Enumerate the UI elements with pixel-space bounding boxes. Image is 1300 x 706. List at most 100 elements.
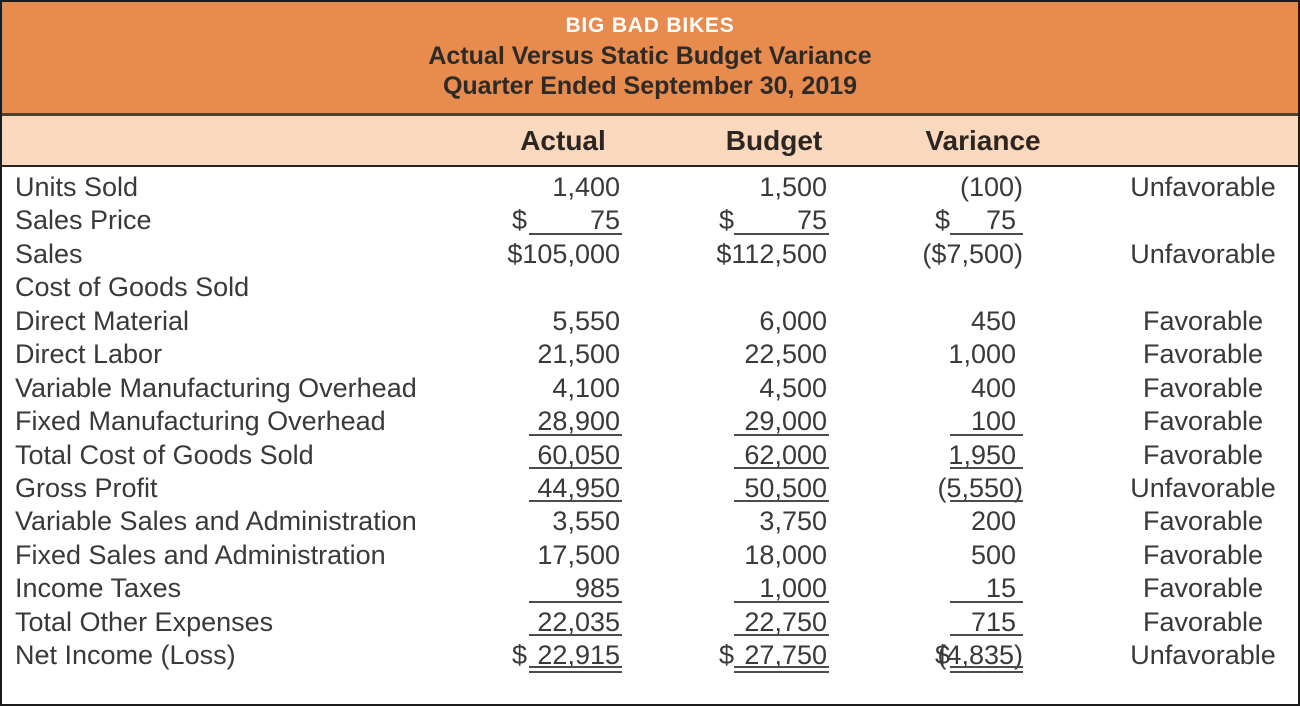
actual-value: 28,900 — [537, 406, 620, 437]
variance-value: (5,550) — [937, 472, 1023, 503]
actual-underline — [529, 600, 622, 603]
cell-variance: 200 — [829, 505, 1023, 538]
variance-value: ($7,500) — [922, 238, 1023, 269]
variance-value: 500 — [970, 539, 1016, 570]
budget-underline — [734, 232, 829, 235]
cell-status: Favorable — [1023, 505, 1298, 538]
cell-budget: 22,500 — [622, 338, 829, 371]
cell-status: Favorable — [1023, 606, 1298, 639]
cell-budget: 1,000 — [622, 572, 829, 605]
budget-value: 6,000 — [759, 305, 827, 336]
budget-value: 1,500 — [759, 172, 827, 202]
status-label: Unfavorable — [1130, 640, 1276, 671]
actual-value: 5,550 — [552, 305, 620, 336]
variance-underline — [950, 466, 1023, 469]
cell-status: Unfavorable — [1023, 171, 1298, 204]
cell-status: Favorable — [1023, 338, 1298, 371]
cell-budget — [622, 271, 829, 304]
variance-value: (4,835) — [937, 640, 1023, 671]
cell-actual: 60,050 — [507, 439, 622, 472]
row-label: Total Other Expenses — [15, 606, 274, 637]
variance-underline — [950, 634, 1023, 637]
budget-value: 3,750 — [759, 506, 827, 537]
actual-underline — [529, 433, 622, 436]
table-row: Total Other Expenses 22,035 22,750 715 F… — [2, 606, 1298, 639]
actual-value: 22,915 — [537, 640, 620, 671]
cell-status: Favorable — [1023, 439, 1298, 472]
table-row: Sales Price $ 75 $ 75 $ 75 — [2, 204, 1298, 237]
actual-underline — [529, 634, 622, 637]
table-row: Variable Sales and Administration 3,550 … — [2, 505, 1298, 538]
cell-budget: 50,500 — [622, 472, 829, 505]
actual-value: 22,035 — [537, 606, 620, 637]
actual-value: $105,000 — [507, 238, 620, 269]
cell-budget: 3,750 — [622, 505, 829, 538]
variance-value: 100 — [970, 406, 1016, 437]
table-row: Fixed Sales and Administration 17,500 18… — [2, 539, 1298, 572]
table-row: Variable Manufacturing Overhead 4,100 4,… — [2, 372, 1298, 405]
actual-value: 44,950 — [537, 472, 620, 503]
cell-budget: 22,750 — [622, 606, 829, 639]
actual-value: 21,500 — [537, 339, 620, 370]
row-label: Net Income (Loss) — [15, 640, 236, 671]
budget-value: 22,500 — [744, 339, 827, 370]
cell-variance: (5,550) — [829, 472, 1023, 505]
cell-variance: 450 — [829, 305, 1023, 338]
cell-variance: (100) — [829, 171, 1023, 204]
table-row: Units Sold 1,400 1,500 (100) Unfavorable — [2, 171, 1298, 204]
status-label: Favorable — [1142, 439, 1264, 470]
table-row: Gross Profit 44,950 50,500 (5,550) Unfav… — [2, 472, 1298, 505]
cell-status — [1023, 204, 1298, 237]
cell-budget: $ 75 — [622, 204, 829, 237]
cell-status: Favorable — [1023, 539, 1298, 572]
cell-actual: 5,550 — [507, 305, 622, 338]
variance-underline — [950, 600, 1023, 603]
cell-actual: 21,500 — [507, 338, 622, 371]
cell-actual: 22,035 — [507, 606, 622, 639]
variance-value: 450 — [970, 305, 1016, 336]
row-label: Sales Price — [15, 205, 152, 236]
actual-underline — [529, 232, 622, 235]
cell-status: Favorable — [1023, 405, 1298, 438]
row-label: Fixed Manufacturing Overhead — [15, 406, 386, 437]
dollar-sign: $ — [935, 640, 951, 671]
budget-value: 22,750 — [744, 606, 827, 637]
cell-variance: 15 — [829, 572, 1023, 605]
actual-value: 3,550 — [552, 506, 620, 537]
column-header-actual: Actual — [520, 125, 606, 156]
budget-underline — [734, 466, 829, 469]
budget-value: 62,000 — [744, 439, 827, 470]
row-label: Direct Labor — [15, 339, 163, 370]
cell-actual: 1,400 — [507, 171, 622, 204]
table-row: Direct Material 5,550 6,000 450 Favorabl… — [2, 305, 1298, 338]
cell-variance: $ 75 — [829, 204, 1023, 237]
budget-underline — [734, 500, 829, 503]
actual-value: 985 — [574, 573, 620, 604]
budget-value: 75 — [796, 205, 827, 236]
cell-actual: 4,100 — [507, 372, 622, 405]
variance-value: (100) — [959, 172, 1023, 202]
cell-actual: 44,950 — [507, 472, 622, 505]
status-label: Favorable — [1142, 506, 1264, 537]
cell-budget: $ 27,750 — [622, 639, 829, 673]
actual-underline — [529, 665, 622, 673]
cell-actual: 17,500 — [507, 539, 622, 572]
actual-value: 75 — [589, 205, 620, 236]
row-label: Income Taxes — [15, 573, 182, 604]
actual-underline — [529, 466, 622, 469]
status-label: Favorable — [1142, 339, 1264, 370]
variance-value: 15 — [985, 573, 1016, 604]
row-label: Fixed Sales and Administration — [15, 539, 386, 570]
table-row: Fixed Manufacturing Overhead 28,900 29,0… — [2, 405, 1298, 438]
actual-value: 1,400 — [552, 172, 620, 202]
variance-value: 200 — [970, 506, 1016, 537]
cell-variance: 500 — [829, 539, 1023, 572]
cell-budget: 29,000 — [622, 405, 829, 438]
cell-actual: 3,550 — [507, 505, 622, 538]
variance-underline — [950, 500, 1023, 503]
row-label: Variable Manufacturing Overhead — [15, 372, 417, 403]
budget-underline — [734, 600, 829, 603]
row-label: Gross Profit — [15, 472, 158, 503]
variance-underline — [950, 665, 1023, 673]
cell-variance: ($7,500) — [829, 238, 1023, 271]
